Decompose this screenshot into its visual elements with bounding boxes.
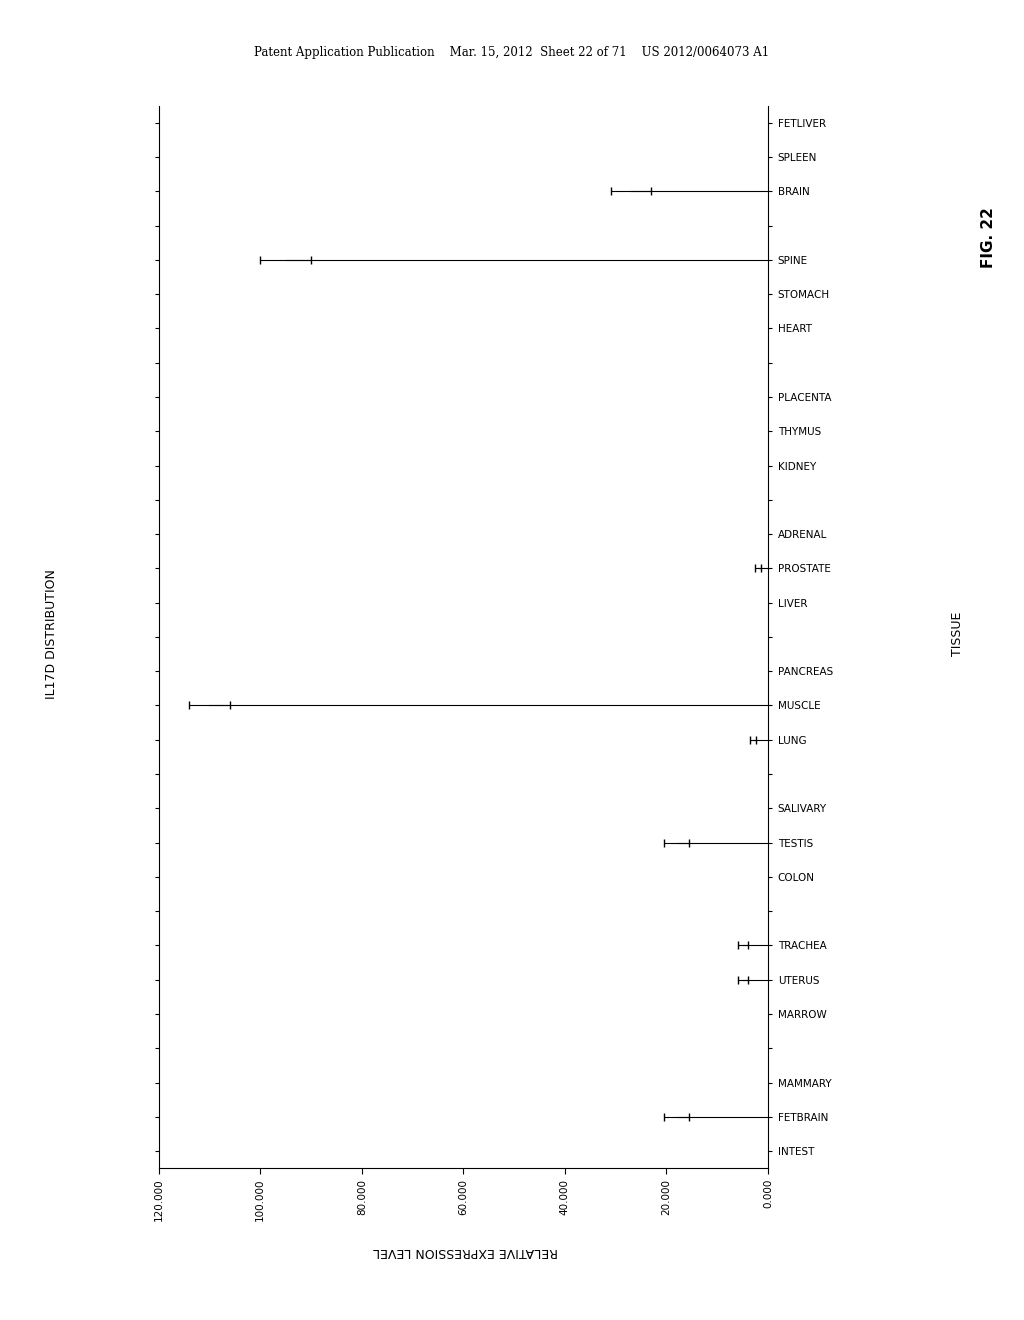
Text: Patent Application Publication    Mar. 15, 2012  Sheet 22 of 71    US 2012/00640: Patent Application Publication Mar. 15, … — [254, 46, 770, 59]
Text: FIG. 22: FIG. 22 — [981, 207, 995, 268]
Text: RELATIVE EXPRESSION LEVEL: RELATIVE EXPRESSION LEVEL — [374, 1245, 558, 1258]
Text: IL17D DISTRIBUTION: IL17D DISTRIBUTION — [45, 569, 57, 698]
Text: TISSUE: TISSUE — [951, 611, 964, 656]
